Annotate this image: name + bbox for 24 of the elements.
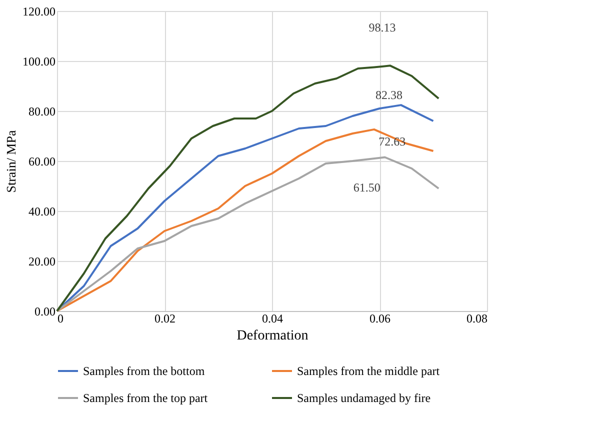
y-tick-label: 120.00 bbox=[22, 4, 56, 18]
x-tick-label: 0.06 bbox=[370, 312, 390, 326]
annotation: 98.13 bbox=[368, 20, 396, 35]
y-tick-label: 0.00 bbox=[34, 304, 56, 318]
line-series bbox=[56, 156, 440, 312]
y-axis-title: Strain/ MPa bbox=[4, 130, 18, 193]
x-tick-label: 0.04 bbox=[262, 312, 283, 326]
y-tick-label: 20.00 bbox=[28, 254, 56, 268]
x-tick-label: 0.02 bbox=[154, 312, 176, 326]
y-tick-label: 60.00 bbox=[28, 154, 56, 168]
annotation: 82.38 bbox=[376, 88, 402, 102]
annotation: 72.63 bbox=[378, 134, 406, 148]
x-tick-label: 0.08 bbox=[466, 312, 488, 326]
y-tick-label: 80.00 bbox=[28, 104, 56, 118]
x-tick-label: 0 bbox=[58, 312, 64, 326]
y-tick-label: 40.00 bbox=[28, 204, 56, 218]
line-series bbox=[56, 64, 440, 312]
annotation: 61.50 bbox=[353, 180, 380, 194]
x-axis-title: Deformation bbox=[236, 328, 308, 344]
legend-label: Samples from the top part bbox=[83, 391, 208, 405]
legend-label: Samples undamaged by fire bbox=[297, 391, 431, 405]
legend-label: Samples from the bottom bbox=[83, 364, 206, 378]
legend-label: Samples from the middle part bbox=[297, 364, 440, 378]
y-tick-label: 100.00 bbox=[22, 54, 56, 68]
